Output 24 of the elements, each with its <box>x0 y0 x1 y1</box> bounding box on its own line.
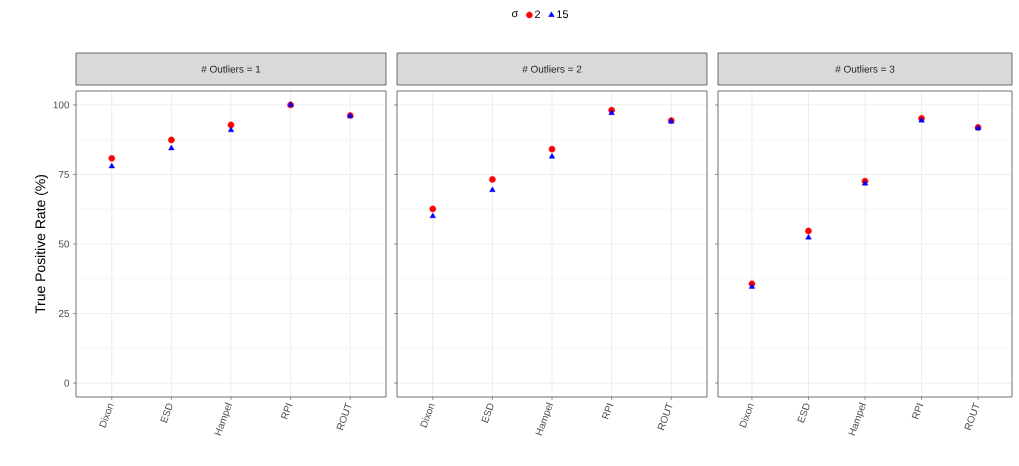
x-tick-label: ESD <box>481 403 494 423</box>
x-tick-label: ROUT <box>964 402 980 431</box>
x-tick-label: RPI <box>280 403 293 420</box>
y-tick-label: 100 <box>53 101 70 109</box>
x-tick-label: ESD <box>797 403 810 423</box>
legend-title: σ <box>511 11 519 18</box>
y-tick-label: 25 <box>58 310 70 318</box>
y-axis-title: True Positive Rate (%) <box>35 175 49 314</box>
chart-title: # Outliers = 2 <box>522 65 582 73</box>
legend-label: 2 <box>535 10 541 19</box>
y-tick-label: 50 <box>58 240 70 248</box>
x-tick-label: Dixon <box>420 403 435 428</box>
chart-title: # Outliers = 1 <box>201 65 261 73</box>
x-tick-label: ESD <box>160 403 173 423</box>
chart-title: # Outliers = 3 <box>835 65 895 73</box>
x-tick-label: RPI <box>601 403 614 420</box>
x-tick-label: Dixon <box>739 403 754 428</box>
y-tick-label: 0 <box>64 379 70 387</box>
legend-label: 15 <box>557 10 568 19</box>
x-tick-label: RPI <box>911 403 924 420</box>
x-tick-label: Dixon <box>99 403 114 428</box>
x-tick-label: ROUT <box>657 402 673 431</box>
x-tick-label: ROUT <box>336 402 352 431</box>
y-tick-label: 75 <box>58 170 70 178</box>
